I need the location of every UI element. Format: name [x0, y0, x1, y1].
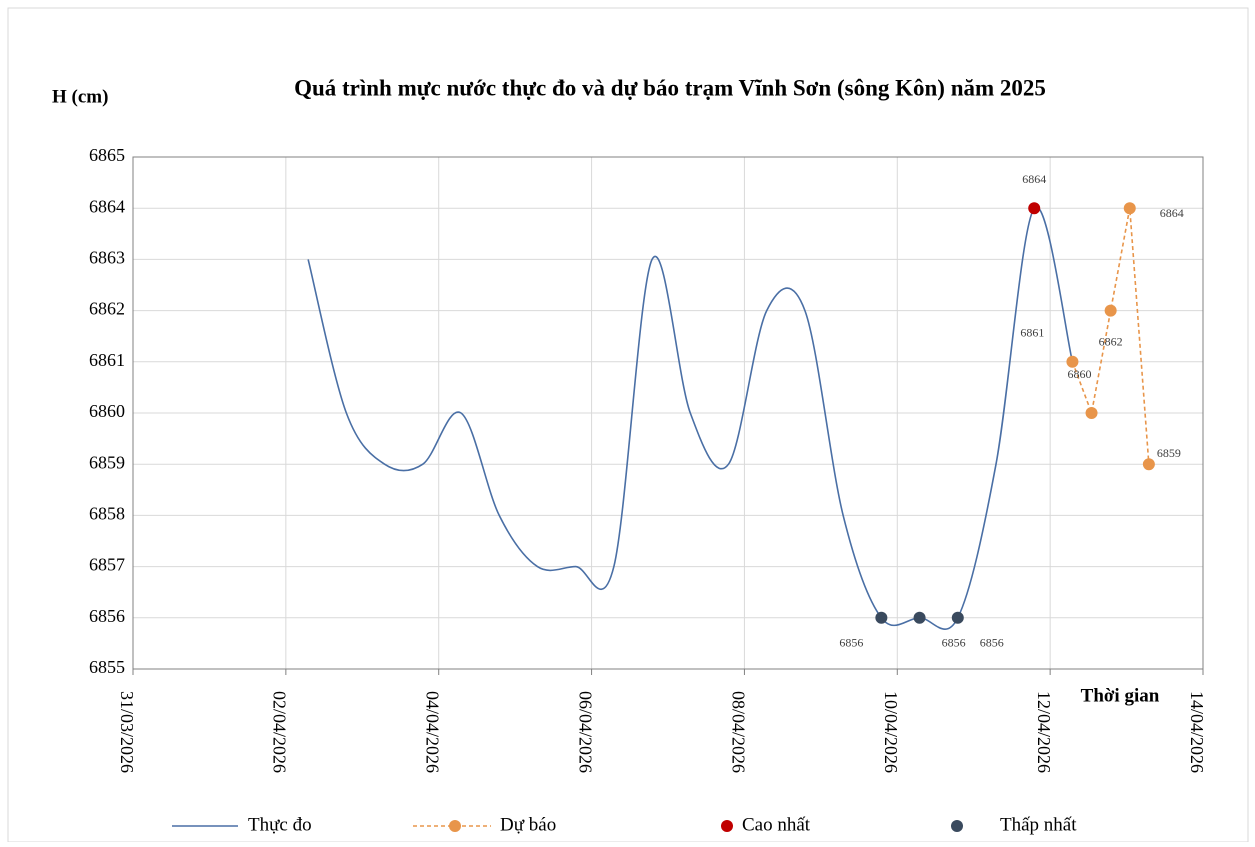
y-tick-label: 6860: [89, 401, 125, 421]
data-label: 6859: [1157, 446, 1181, 460]
legend-label: Cao nhất: [742, 814, 811, 835]
line-series: [1071, 208, 1150, 465]
frame: [7, 7, 1249, 843]
y-tick-label: 6857: [89, 555, 125, 575]
point: [1066, 355, 1079, 368]
data-label: 6861: [1020, 326, 1044, 340]
legend-swatch: [721, 820, 733, 832]
y-tick-label: 6865: [89, 145, 125, 165]
data-label: 6864: [1022, 172, 1046, 186]
x-tick-label: 10/04/2026: [881, 691, 901, 773]
point: [913, 611, 926, 624]
chart-title: Quá trình mực nước thực đo và dự báo trạ…: [294, 75, 1046, 100]
x-tick-label: 06/04/2026: [575, 691, 595, 773]
y-tick-label: 6855: [89, 657, 125, 677]
point: [1123, 202, 1136, 215]
y-tick-label: 6858: [89, 504, 125, 524]
data-label: 6862: [1099, 334, 1123, 348]
point: [951, 611, 964, 624]
point: [875, 611, 888, 624]
legend-swatch: [951, 820, 963, 832]
data-label: 6856: [980, 636, 1004, 650]
y-tick-label: 6864: [89, 196, 125, 216]
legend-swatch: [449, 820, 461, 832]
legend-label: Thấp nhất: [1000, 814, 1077, 835]
y-tick-label: 6861: [89, 350, 125, 370]
x-tick-label: 31/03/2026: [117, 691, 137, 773]
x-tick-label: 02/04/2026: [270, 691, 290, 773]
line-series: [307, 206, 1074, 630]
legend-label: Thực đo: [248, 814, 312, 835]
x-tick-label: 14/04/2026: [1187, 691, 1207, 773]
y-tick-label: 6856: [89, 606, 125, 626]
y-tick-label: 6863: [89, 248, 125, 268]
point: [1142, 458, 1155, 471]
y-tick-label: 6859: [89, 452, 125, 472]
data-label: 6856: [942, 636, 966, 650]
x-tick-label: 12/04/2026: [1034, 691, 1054, 773]
point: [1085, 407, 1098, 419]
data-label: 6856: [839, 636, 863, 650]
point: [1028, 202, 1041, 215]
legend-label: Dự báo: [500, 814, 556, 835]
point: [1104, 304, 1117, 317]
plot-border: [132, 156, 1204, 670]
x-axis-title: Thời gian: [1081, 685, 1160, 706]
y-axis-title: H (cm): [52, 86, 108, 107]
x-tick-label: 08/04/2026: [728, 691, 748, 773]
data-label: 6860: [1068, 367, 1092, 381]
y-tick-label: 6862: [89, 299, 125, 319]
data-label: 6864: [1160, 206, 1184, 220]
x-tick-label: 04/04/2026: [423, 691, 443, 773]
